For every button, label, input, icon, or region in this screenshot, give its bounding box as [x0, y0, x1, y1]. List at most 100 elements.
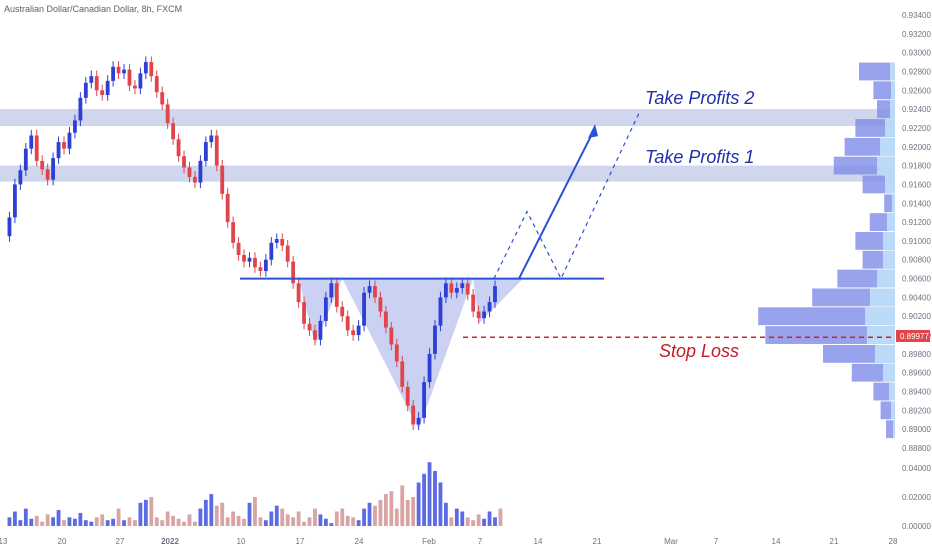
profile-value-area [880, 137, 895, 156]
candle-body [13, 184, 17, 218]
x-tick-label: 17 [296, 537, 305, 546]
y-axis: 0.93400 0.93200 0.93000 0.92800 0.92600 0.924… [902, 11, 931, 453]
volume-bar [220, 502, 225, 526]
volume-bar [443, 502, 448, 526]
volume-bar [296, 511, 301, 526]
volume-bar [465, 517, 470, 526]
volume-bar [400, 485, 405, 526]
volume-bar [100, 514, 105, 526]
x-axis: 13 20 27 2022 10 17 24 Feb 7 14 21 Mar 7 14 21 28 [0, 537, 898, 546]
profile-value-area [887, 213, 895, 231]
volume-bar [160, 520, 165, 526]
profile-value-area [891, 401, 895, 420]
candle-body [269, 242, 274, 260]
volume-bar [236, 515, 241, 526]
volume-bar [356, 520, 361, 526]
pattern-triangle-3 [473, 278, 523, 324]
candle-body [389, 327, 394, 345]
y-tick-label: 0.90200 [902, 312, 931, 321]
x-tick-label: 13 [0, 537, 8, 546]
candle-body [405, 386, 410, 406]
volume-bar [389, 491, 394, 526]
candle-body [122, 69, 126, 74]
candle-body [143, 62, 148, 74]
candle-body [443, 283, 448, 298]
candle-body [296, 283, 301, 303]
candle-body [67, 132, 72, 149]
volume-bar [263, 520, 268, 526]
profile-value-area [870, 288, 895, 307]
candle-body [160, 92, 165, 105]
volume-bar [34, 515, 39, 526]
candle-body [182, 156, 186, 168]
x-tick-label: 21 [593, 537, 602, 546]
profile-value-area [890, 100, 895, 119]
candle-body [394, 344, 399, 362]
profile-bar [758, 307, 895, 326]
volume-bar [67, 517, 72, 526]
y-tick-label: 0.90600 [902, 275, 931, 284]
volume-bar [193, 521, 197, 526]
stop-loss-label: Stop Loss [659, 341, 739, 361]
volume-tick-label: 0.00000 [902, 522, 931, 531]
x-tick-label: 7 [478, 537, 483, 546]
volume-bar [176, 518, 181, 526]
candle-body [127, 69, 132, 86]
y-tick-label: 0.92400 [902, 105, 931, 114]
profile-bar [765, 326, 895, 344]
candle-body [225, 193, 230, 223]
candle-body [493, 286, 497, 303]
main-target-arrowhead [588, 124, 598, 139]
volume-bar [133, 520, 137, 526]
main-target-arrow [518, 127, 596, 280]
candle-body [263, 259, 268, 272]
candle-body [340, 306, 345, 317]
alternate-path [493, 110, 641, 280]
candle-body [400, 361, 405, 387]
profile-value-area [875, 344, 895, 363]
volume-bar [165, 511, 170, 526]
volume-bar [307, 517, 312, 526]
candle-body [487, 302, 492, 312]
profile-value-area [883, 250, 895, 269]
volume-bar [127, 517, 132, 526]
candle-body [345, 316, 350, 331]
y-tick-label: 0.91400 [902, 199, 931, 208]
chart-title: Australian Dollar/Canadian Dollar, 8h, F… [4, 4, 182, 14]
profile-value-area [865, 307, 895, 326]
volume-bar [18, 520, 23, 526]
stop-loss-price: 0.89977 [900, 332, 929, 341]
y-tick-label: 0.92600 [902, 86, 931, 95]
candle-body [383, 311, 388, 328]
candle-body [274, 239, 279, 243]
x-tick-label: 14 [534, 537, 543, 546]
zone-band-1 [0, 109, 895, 127]
volume-bar [285, 514, 290, 526]
volume-bar [23, 508, 28, 526]
y-tick-label: 0.92800 [902, 67, 931, 76]
candle-body [89, 76, 94, 83]
candle-body [433, 325, 437, 354]
candles [7, 56, 497, 431]
candle-body [34, 135, 39, 161]
volume-bar [225, 517, 230, 526]
candle-body [214, 135, 219, 166]
volume-bar [351, 517, 356, 526]
volume-bar [143, 499, 148, 526]
candle-body [111, 66, 116, 81]
candle-body [258, 267, 263, 272]
candle-body [367, 286, 372, 293]
volume-bar [291, 517, 296, 526]
trade-lines [240, 110, 895, 338]
y-tick-label: 0.91600 [902, 180, 931, 189]
volume-bar [51, 517, 56, 526]
stop-loss-price-tag [896, 330, 930, 342]
volume-bar [111, 518, 116, 526]
y-tick-label: 0.91000 [902, 237, 931, 246]
candle-body [62, 142, 66, 149]
volume-tick-label: 0.04000 [902, 464, 931, 473]
y-tick-label: 0.89400 [902, 388, 931, 397]
volume-bar [334, 511, 339, 526]
candle-body [23, 148, 28, 171]
y-tick-label: 0.91800 [902, 162, 931, 171]
